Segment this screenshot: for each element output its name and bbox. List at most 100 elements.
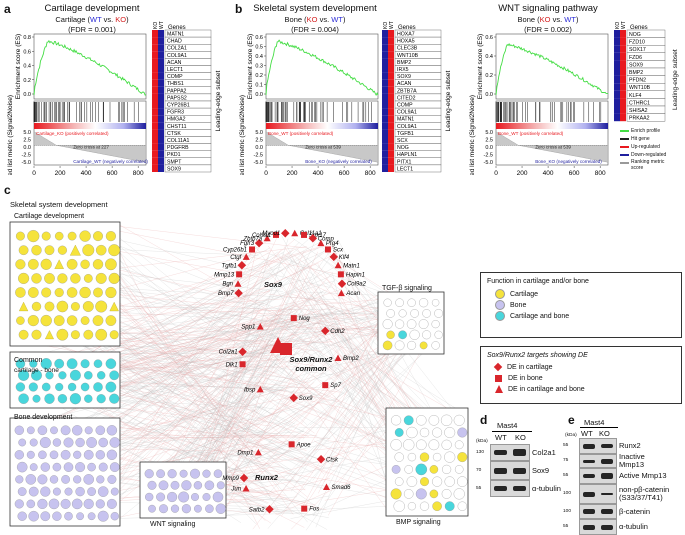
heat-cell-a [382, 94, 388, 101]
gene-name: FGFR3 [167, 110, 184, 116]
cluster-node [145, 493, 153, 501]
sox9-node-triangle [291, 230, 298, 237]
legend-function: Function in cartilage and/or bone Cartil… [480, 272, 682, 338]
heat-cell-a [152, 108, 158, 115]
cluster-node [404, 489, 413, 498]
cluster-node [395, 341, 404, 350]
es-tick-label: 0.2 [255, 73, 263, 79]
heat-cell-a [614, 76, 620, 84]
common-gene-label: Nog [299, 316, 311, 322]
es-tick-label: 0.6 [255, 35, 263, 41]
heat-cell-b [620, 53, 626, 61]
edge [291, 418, 399, 530]
cluster-node [395, 478, 403, 486]
es-tick-label: 0.8 [23, 35, 31, 41]
cluster-node [445, 502, 454, 511]
cluster-node [81, 316, 89, 324]
center-runx2-label: Runx2 [255, 473, 278, 482]
heat-cell-a [614, 83, 620, 91]
cluster-node [84, 371, 92, 379]
cluster-node [28, 315, 39, 326]
cluster-node [442, 440, 452, 450]
cluster-node [17, 462, 27, 472]
blot-band [513, 468, 526, 474]
sox9-node-square [325, 246, 331, 252]
gene-name: WNT10B [629, 85, 651, 91]
cluster-node [217, 482, 225, 490]
kda-marker: 100 [563, 509, 571, 514]
cluster-node [403, 439, 414, 450]
cluster-node [408, 453, 416, 461]
heat-cell-b [158, 151, 164, 158]
heat-cell-a [152, 66, 158, 73]
cluster-node [84, 474, 94, 484]
metric-tick-label: -2.5 [22, 153, 31, 159]
heat-cell-b [158, 108, 164, 115]
common-gene-label: Cdh2 [330, 329, 345, 335]
es-axis-title: Enrichment score (ES) [15, 34, 22, 99]
sox9-gene-label: Hapin1 [346, 272, 365, 278]
leading-edge-label: Leading-edge subset [445, 70, 452, 131]
cluster-node [96, 450, 105, 459]
blot-band [583, 525, 595, 530]
gene-name: ACAN [167, 60, 182, 66]
cluster-node [458, 452, 468, 462]
legend-cartilage: Cartilage [495, 289, 681, 299]
legend-de-title: Sox9/Runx2 targets showing DE [487, 352, 681, 359]
metric-axis-title: Ranked list metric (Signal2Noise) [469, 95, 476, 175]
cluster-node [96, 500, 105, 509]
cluster-node [432, 299, 439, 306]
sox9-gene-label: Bgn [222, 282, 233, 288]
center-sox9-label: Sox9 [264, 280, 282, 289]
legend-de-bone: DE in bone [495, 373, 681, 383]
gene-name: SMPT [167, 159, 182, 165]
neg-note: Bone_KO (negatively correlated) [535, 159, 602, 164]
heat-cell-b [158, 37, 164, 44]
panel-letter-e: e [568, 413, 575, 427]
heat-cell-b [158, 51, 164, 58]
cluster-node [84, 450, 93, 459]
gene-name: PAPPA2 [167, 88, 187, 94]
sox9-gene-label: Myod1 [262, 231, 280, 237]
sox9-node-square [249, 246, 255, 252]
cluster-node [28, 259, 38, 269]
blot-band [583, 474, 595, 478]
kda-marker: 130 [476, 450, 484, 455]
cluster-node [416, 464, 427, 475]
cluster-node [444, 452, 455, 463]
cluster-node [106, 231, 116, 241]
cluster-node [432, 341, 440, 349]
common-gene-label: Sp7 [330, 383, 341, 389]
cluster-node [71, 302, 80, 311]
cluster-node [76, 513, 83, 520]
blot-label: α-tubulin [532, 484, 561, 493]
cluster-node [391, 489, 402, 500]
zero-cross-label: Zero cross at 227 [73, 144, 109, 149]
cluster-node [55, 288, 64, 297]
cluster-node [99, 463, 108, 472]
edge [221, 442, 293, 475]
heat-cell-a [152, 58, 158, 65]
cluster-node [84, 499, 94, 509]
gene-name: HMGA2 [167, 117, 186, 123]
cluster-node [458, 502, 467, 511]
rank-gradient-bar [496, 123, 608, 129]
cluster-node [416, 440, 426, 450]
cluster-node [53, 463, 61, 471]
gene-name: COL2A1 [167, 46, 187, 52]
cluster-node [433, 502, 442, 511]
cluster-node [110, 462, 119, 471]
cluster-node [420, 477, 429, 486]
cluster-node [442, 489, 451, 498]
gene-name: THBS1 [167, 81, 184, 87]
heat-cell-a [382, 73, 388, 80]
cluster-node [40, 487, 50, 497]
blot-band [601, 444, 613, 448]
cluster-node [420, 428, 429, 437]
heat-head-wt: WT [621, 21, 627, 29]
cluster-node [67, 259, 77, 269]
cluster-node [387, 309, 395, 317]
heat-cell-a [382, 129, 388, 136]
